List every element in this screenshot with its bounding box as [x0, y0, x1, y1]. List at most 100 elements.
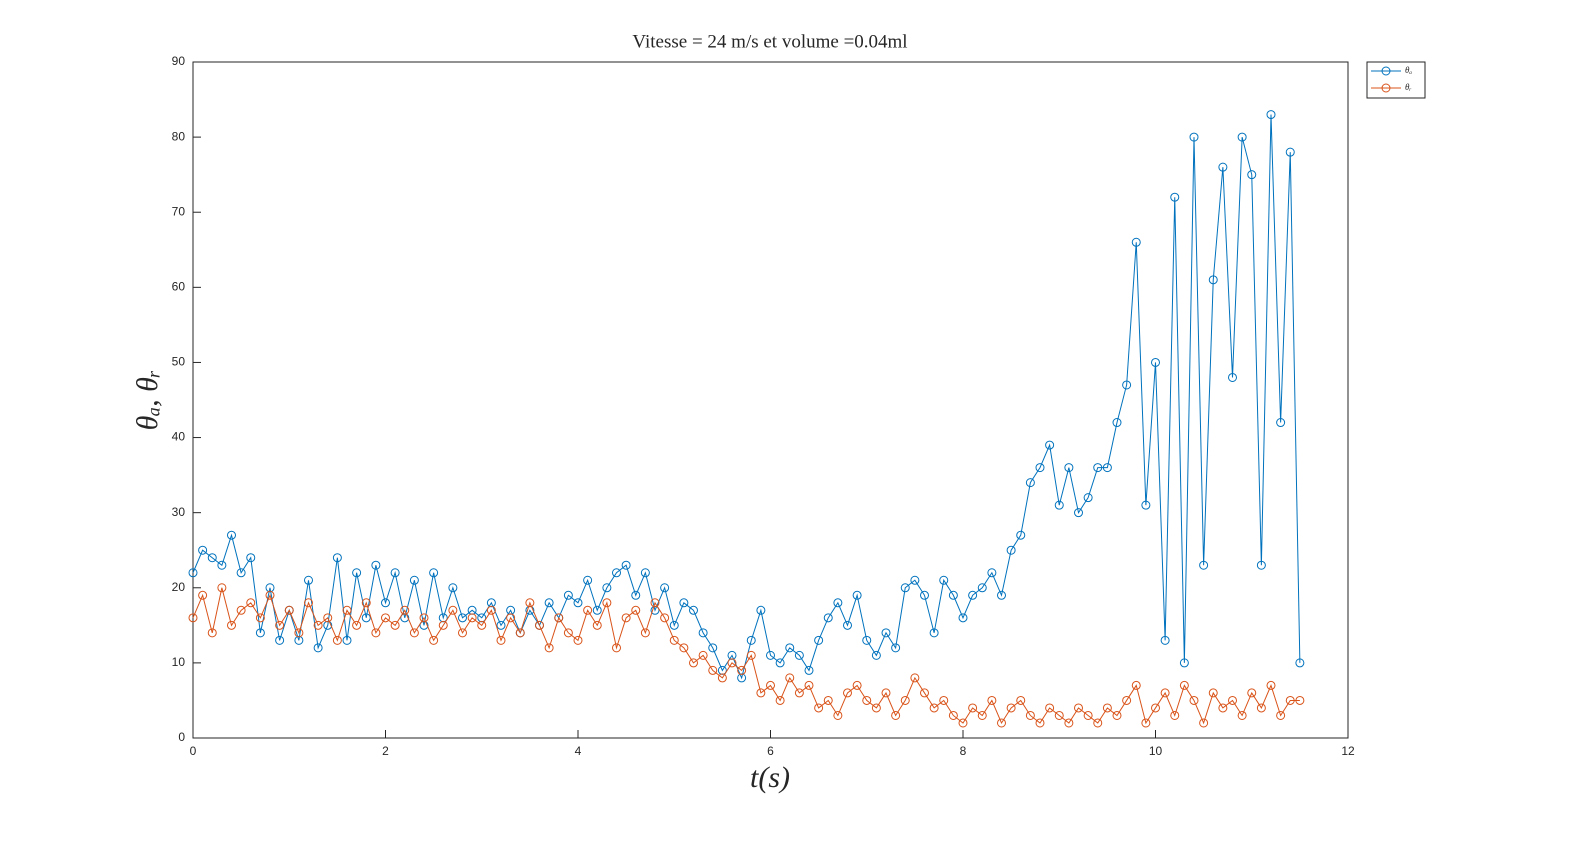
marker [227, 620, 236, 630]
marker [515, 628, 525, 638]
marker [1074, 508, 1083, 518]
x-axis-label: t(s) [750, 761, 790, 794]
marker [891, 710, 901, 720]
marker [554, 613, 564, 623]
marker [409, 575, 419, 585]
legend-marker [1381, 66, 1391, 76]
marker [1199, 560, 1209, 570]
marker [1122, 380, 1132, 390]
y-tick-label: 60 [172, 280, 186, 294]
marker [900, 583, 910, 593]
marker [207, 553, 217, 563]
marker [1276, 418, 1286, 428]
marker [1035, 463, 1045, 473]
marker [717, 673, 727, 683]
marker [708, 665, 718, 675]
marker [871, 650, 881, 660]
marker [255, 613, 265, 623]
marker [997, 718, 1006, 728]
marker [352, 620, 362, 630]
marker [910, 673, 920, 683]
marker [785, 643, 795, 653]
marker [843, 620, 852, 630]
marker [304, 598, 313, 608]
marker [342, 605, 352, 615]
legend-marker [1381, 83, 1391, 93]
x-tick-label: 6 [767, 744, 774, 758]
marker [794, 688, 804, 698]
marker [987, 568, 997, 578]
marker [929, 628, 939, 638]
marker [948, 710, 958, 720]
marker [1054, 710, 1064, 720]
marker [891, 643, 901, 653]
marker [486, 605, 496, 615]
marker [1151, 703, 1160, 713]
marker [1083, 493, 1093, 503]
marker [621, 613, 631, 623]
marker [361, 613, 371, 623]
marker [794, 650, 804, 660]
marker [1006, 545, 1016, 555]
marker [1016, 695, 1026, 705]
marker [756, 688, 766, 698]
marker [804, 665, 814, 675]
marker [1025, 478, 1035, 488]
marker [746, 635, 756, 645]
marker [246, 598, 256, 608]
marker [188, 568, 198, 578]
marker [746, 650, 756, 660]
y-tick-label: 90 [172, 54, 186, 68]
marker [381, 598, 390, 608]
marker [275, 635, 285, 645]
marker [332, 553, 342, 563]
marker [390, 568, 400, 578]
marker [640, 628, 650, 638]
marker [1266, 110, 1276, 120]
marker [756, 605, 766, 615]
marker [294, 628, 304, 638]
legend-label: θᵣ [1405, 82, 1412, 92]
marker [1102, 703, 1112, 713]
marker [737, 665, 747, 675]
marker [390, 620, 400, 630]
marker [544, 598, 554, 608]
series-line [192, 587, 1300, 725]
marker [573, 598, 583, 608]
x-tick-label: 8 [960, 744, 967, 758]
marker [592, 605, 602, 615]
marker [823, 695, 833, 705]
marker [1141, 718, 1151, 728]
marker [371, 560, 381, 570]
marker [458, 628, 467, 638]
marker [640, 568, 650, 578]
marker [1006, 703, 1016, 713]
marker [255, 628, 265, 638]
marker [1035, 718, 1045, 728]
marker [1266, 680, 1276, 690]
marker [1189, 695, 1199, 705]
marker [612, 568, 621, 578]
marker [1141, 500, 1151, 510]
marker [1016, 530, 1026, 540]
marker [409, 628, 419, 638]
marker [602, 598, 612, 608]
marker [929, 703, 939, 713]
marker [727, 658, 737, 668]
x-tick-label: 2 [382, 744, 389, 758]
marker [939, 695, 949, 705]
marker [1064, 718, 1074, 728]
marker [968, 703, 978, 713]
marker [660, 583, 670, 593]
marker [1256, 703, 1266, 713]
marker [804, 680, 814, 690]
marker [920, 590, 929, 600]
marker [698, 628, 708, 638]
marker [698, 650, 708, 660]
marker [1131, 237, 1141, 247]
marker [573, 635, 583, 645]
marker [1179, 680, 1189, 690]
x-tick-label: 4 [575, 744, 582, 758]
marker [900, 695, 910, 705]
